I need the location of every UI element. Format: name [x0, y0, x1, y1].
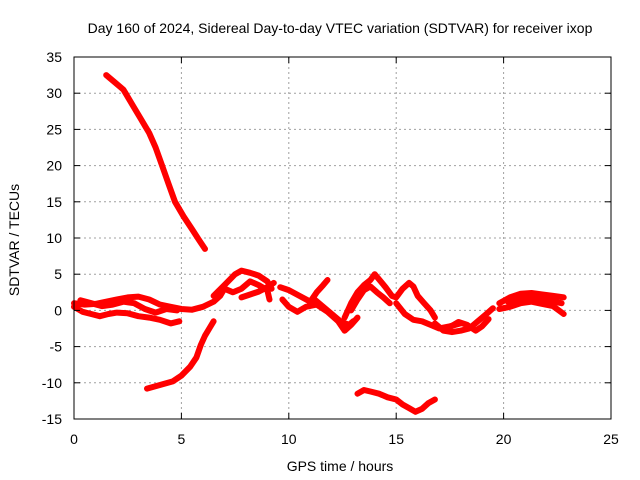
- y-axis-label: SDTVAR / TECUs: [6, 184, 22, 296]
- series-arc-high-descending: [103, 72, 208, 252]
- y-tick-label: 30: [46, 85, 62, 101]
- y-tick-label: -5: [50, 339, 63, 355]
- series-arc-late-b: [496, 298, 567, 317]
- series-arc-hump: [341, 271, 438, 321]
- y-tick-label: 5: [54, 266, 62, 282]
- x-tick-label: 0: [70, 431, 78, 447]
- y-tick-label: 25: [46, 121, 62, 137]
- grid-lines: [74, 57, 611, 419]
- series-arc-dip-b: [431, 305, 496, 336]
- x-tick-label: 25: [603, 431, 619, 447]
- y-tick-label: 10: [46, 230, 62, 246]
- chart-title: Day 160 of 2024, Sidereal Day-to-day VTE…: [88, 20, 593, 36]
- series-arc-midday-high: [210, 267, 275, 299]
- y-tick-label: 0: [54, 302, 62, 318]
- series-arc-dip-c: [446, 316, 492, 334]
- y-tick-label: -10: [42, 375, 62, 391]
- series-arc-late-a: [496, 290, 567, 307]
- x-tick-label: 10: [281, 431, 297, 447]
- series-arc-midday-low: [238, 279, 277, 301]
- series-arc-low-afternoon: [354, 387, 438, 415]
- y-tick-label: 35: [46, 49, 62, 65]
- x-axis-label: GPS time / hours: [287, 458, 394, 474]
- series-arc-hump-lower: [348, 283, 393, 314]
- x-tick-label: 20: [496, 431, 512, 447]
- axis-ticks: 0 5 10 15 20 25 35 30 25 20 15 10 5 0 -5 -10 -15: [42, 49, 619, 447]
- x-tick-label: 15: [388, 431, 404, 447]
- series-arc-afternoon-c: [311, 296, 357, 328]
- series-arc-late-c: [504, 294, 565, 307]
- y-tick-label: 15: [46, 194, 62, 210]
- series-arc-low-rising: [144, 318, 217, 392]
- y-tick-label: -15: [42, 411, 62, 427]
- data-series: [71, 72, 567, 415]
- series-arc-morning-middle: [77, 297, 181, 316]
- y-tick-label: 20: [46, 158, 62, 174]
- series-arc-morning-lower: [71, 303, 183, 327]
- series-arc-afternoon-a: [277, 277, 331, 305]
- x-tick-label: 5: [178, 431, 186, 447]
